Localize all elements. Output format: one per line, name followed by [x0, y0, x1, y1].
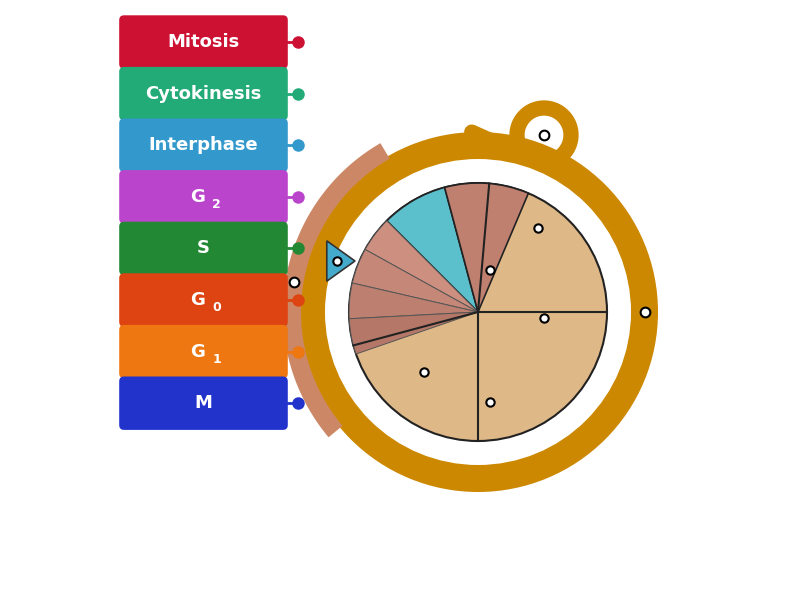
Text: Mitosis: Mitosis	[167, 33, 240, 51]
Text: 1: 1	[212, 353, 221, 366]
FancyBboxPatch shape	[119, 273, 288, 326]
Circle shape	[349, 183, 607, 441]
FancyBboxPatch shape	[119, 221, 288, 275]
FancyBboxPatch shape	[119, 377, 288, 430]
Text: Cytokinesis: Cytokinesis	[146, 85, 262, 103]
Circle shape	[325, 159, 631, 465]
Wedge shape	[365, 221, 478, 312]
Text: M: M	[194, 394, 213, 412]
Wedge shape	[352, 250, 478, 312]
Text: G: G	[190, 343, 205, 361]
Text: G: G	[190, 291, 205, 309]
FancyBboxPatch shape	[119, 170, 288, 223]
Wedge shape	[445, 183, 529, 312]
Text: S: S	[197, 239, 210, 257]
Text: 0: 0	[212, 301, 221, 314]
Text: G: G	[190, 188, 205, 206]
Wedge shape	[349, 283, 478, 319]
Text: 2: 2	[212, 198, 221, 211]
Wedge shape	[386, 187, 478, 312]
FancyBboxPatch shape	[119, 67, 288, 120]
Polygon shape	[327, 241, 355, 281]
FancyBboxPatch shape	[119, 118, 288, 172]
Circle shape	[298, 132, 658, 492]
FancyBboxPatch shape	[119, 325, 288, 378]
Wedge shape	[349, 312, 478, 354]
FancyBboxPatch shape	[119, 15, 288, 68]
Text: Interphase: Interphase	[149, 136, 258, 154]
